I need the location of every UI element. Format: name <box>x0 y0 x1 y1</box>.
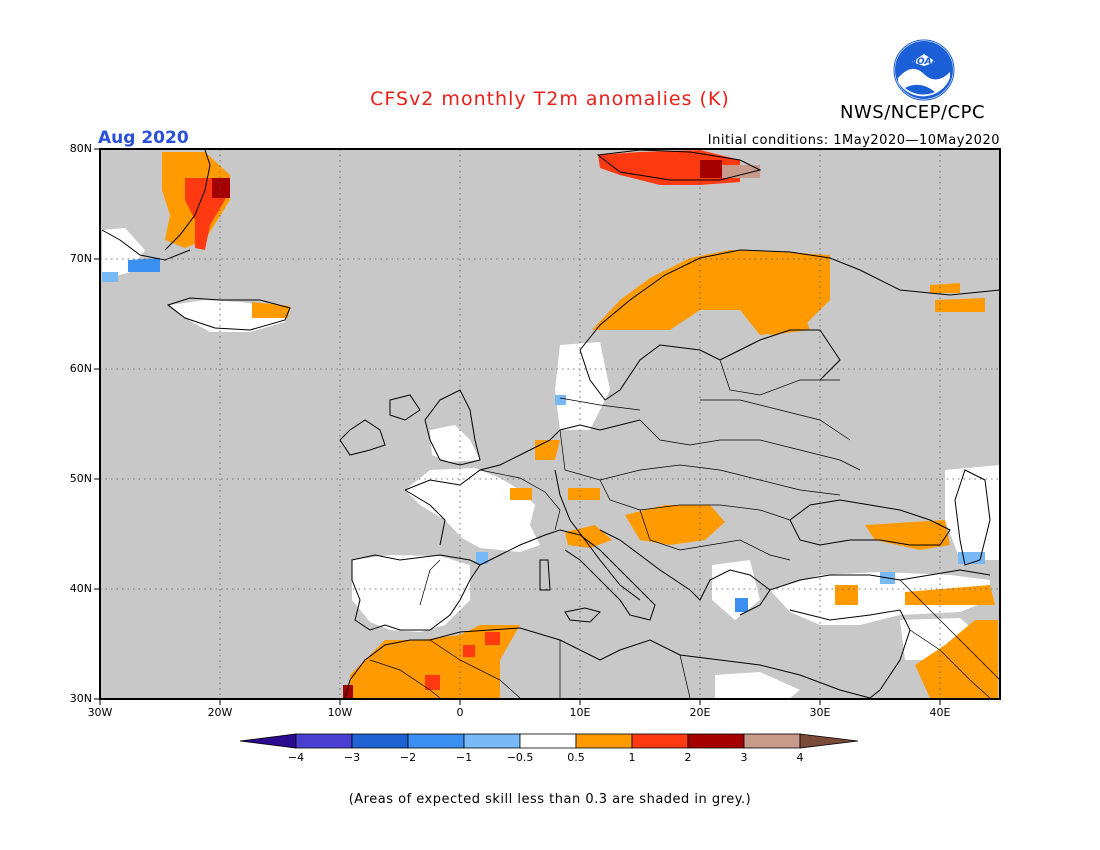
anomaly-patch-svalbard-ne <box>722 165 760 178</box>
colorbar-segment-above-4 <box>799 733 859 749</box>
colorbar-segment-1-05 <box>463 733 521 749</box>
lat-tick-label: 70N <box>69 252 92 265</box>
colorbar-tick-label: 3 <box>740 751 748 764</box>
anomaly-patch-iberia-cold <box>476 552 488 564</box>
colorbar-tick-label: −3 <box>343 751 361 764</box>
noaa-logo-text: NOAA <box>909 57 939 67</box>
colorbar <box>239 733 859 749</box>
colorbar-tick-label: −1 <box>455 751 473 764</box>
colorbar-tick-label: 1 <box>628 751 636 764</box>
anomaly-patch-whitesea <box>935 298 985 312</box>
colorbar-segment-1-2 <box>631 733 689 749</box>
anomaly-patch-iberia <box>352 555 470 632</box>
anomaly-patch-turkey <box>770 572 990 625</box>
anomaly-patch-benelux <box>535 440 560 460</box>
noaa-logo <box>893 39 955 101</box>
lat-tick-label: 60N <box>69 362 92 375</box>
colorbar-tick-label: 4 <box>796 751 804 764</box>
colorbar-segment-2-3 <box>687 733 745 749</box>
anomaly-patch-karelia <box>745 275 810 335</box>
anomaly-patch-aegean-cold <box>735 598 748 612</box>
lon-tick-label: 30E <box>809 706 831 719</box>
initial-conditions: Initial conditions: 1May2020—10May2020 <box>707 133 1000 148</box>
lat-tick-label: 50N <box>69 472 92 485</box>
footnote: (Areas of expected skill less than 0.3 a… <box>348 792 752 807</box>
anomaly-patch-denmark-cold <box>555 395 566 405</box>
lon-tick-label: 10E <box>569 706 591 719</box>
anomaly-patch-egypt <box>715 672 800 698</box>
lat-tick-label: 80N <box>69 142 92 155</box>
anomaly-layer <box>102 150 1000 698</box>
anomaly-patch-greenland-dark <box>212 178 230 198</box>
colorbar-tick-label: 0.5 <box>567 751 585 764</box>
colorbar-tick-label: −4 <box>287 751 305 764</box>
anomaly-patch-greenland-w <box>102 228 145 280</box>
anomaly-patch-algeria-red <box>463 645 475 657</box>
colorbar-tick-label: −0.5 <box>506 751 534 764</box>
anomaly-patch-greenland-cold2 <box>102 272 118 282</box>
chart-title: CFSv2 monthly T2m anomalies (K) <box>370 88 730 110</box>
anomaly-patch-levant <box>900 618 985 660</box>
lon-tick-label: 20W <box>207 706 233 719</box>
anomaly-patch-turkey-e <box>905 585 995 605</box>
anomaly-patch-denmark <box>555 342 610 430</box>
map-frame <box>99 148 1001 700</box>
agency-label: NWS/NCEP/CPC <box>840 102 986 123</box>
graticule <box>100 149 1000 699</box>
colorbar-segment-05-1 <box>575 733 633 749</box>
lat-tick-label: 30N <box>69 692 92 705</box>
forecast-month: Aug 2020 <box>98 128 189 148</box>
anomaly-patch-alps <box>568 488 600 500</box>
anomaly-patch-italy <box>565 525 612 548</box>
anomaly-patch-iceland-warm <box>252 302 290 318</box>
anomaly-patch-greenland-cold <box>128 258 160 272</box>
lon-tick-label: 10W <box>327 706 353 719</box>
anomaly-patch-svalbard-dark <box>700 160 722 178</box>
colorbar-segment-2-1 <box>407 733 465 749</box>
colorbar-tick-label: 2 <box>684 751 692 764</box>
anomaly-patch-france-warm <box>510 488 532 500</box>
colorbar-segment-3-2 <box>351 733 409 749</box>
anomaly-patch-france <box>405 468 540 552</box>
lon-tick-label: 30W <box>87 706 113 719</box>
anomaly-patch-britain <box>430 425 480 462</box>
country-borders <box>369 359 1001 699</box>
colorbar-segment-below-4 <box>239 733 297 749</box>
lon-tick-label: 40E <box>929 706 951 719</box>
lat-tick-label: 40N <box>69 582 92 595</box>
anomaly-patch-mideast <box>915 620 998 698</box>
anomaly-patch-morocco-red <box>425 675 440 690</box>
anomaly-patch-caucasus <box>865 520 950 550</box>
axis-ticks <box>94 148 941 705</box>
lon-tick-label: 20E <box>689 706 711 719</box>
anomaly-patch-anatolia <box>835 585 858 605</box>
colorbar-segment-neutral <box>519 733 577 749</box>
anomaly-patch-kola <box>930 283 960 293</box>
colorbar-tick-label: −2 <box>399 751 417 764</box>
colorbar-segment-4-3 <box>295 733 353 749</box>
colorbar-segment-3-4 <box>743 733 801 749</box>
lon-tick-label: 0 <box>456 706 464 719</box>
anomaly-patch-atlas-red <box>485 632 500 645</box>
